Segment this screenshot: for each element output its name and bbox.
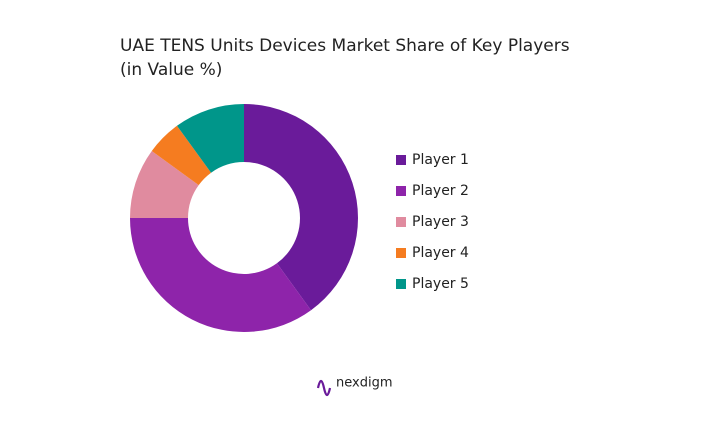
brand-name: nexdigm bbox=[336, 376, 392, 391]
brand-logo bbox=[316, 379, 332, 397]
legend-label: Player 1 bbox=[412, 152, 469, 168]
legend-label: Player 4 bbox=[412, 245, 469, 261]
donut-slice bbox=[130, 218, 312, 332]
chart-title: UAE TENS Units Devices Market Share of K… bbox=[120, 36, 570, 56]
donut-slice bbox=[130, 150, 199, 218]
legend-swatch bbox=[396, 155, 406, 165]
donut-slice bbox=[176, 104, 244, 173]
legend-swatch bbox=[396, 248, 406, 258]
legend-label: Player 2 bbox=[412, 183, 469, 199]
donut-slice bbox=[151, 125, 212, 186]
legend-swatch bbox=[396, 186, 406, 196]
donut-slice bbox=[244, 104, 358, 311]
legend-label: Player 5 bbox=[412, 276, 469, 292]
legend-swatch bbox=[396, 217, 406, 227]
legend-swatch bbox=[396, 279, 406, 289]
chart-subtitle: (in Value %) bbox=[120, 60, 222, 80]
legend-label: Player 3 bbox=[412, 214, 469, 230]
